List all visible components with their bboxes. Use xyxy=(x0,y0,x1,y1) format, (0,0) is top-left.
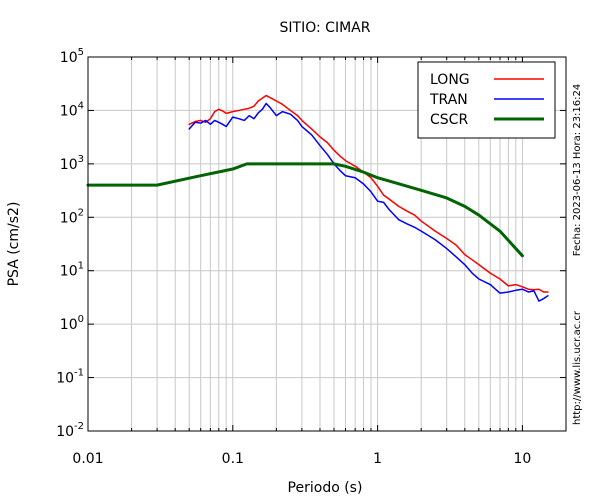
series-line-long xyxy=(188,94,549,293)
y-tick-label: 102 xyxy=(60,207,84,226)
y-tick-label: 10-1 xyxy=(56,368,84,387)
side-url-text: http://www.lis.ucr.ac.cr xyxy=(572,310,583,425)
y-tick-label: 104 xyxy=(60,100,84,119)
x-tick-label: 0.1 xyxy=(222,451,244,467)
legend-box xyxy=(417,61,556,139)
y-tick-label: 101 xyxy=(60,261,84,280)
y-tick-label: 100 xyxy=(60,314,84,333)
y-tick-label: 10-2 xyxy=(56,421,84,440)
y-tick-label: 105 xyxy=(60,47,84,66)
plot-frame xyxy=(87,56,567,432)
legend-label-cscr: CSCR xyxy=(430,112,468,128)
x-tick-label: 10 xyxy=(513,451,531,467)
legend: LONG TRAN CSCR xyxy=(417,61,556,139)
axis-ticks: 0.01 0.1 1 10 10-2 10-1 100 101 102 103 104 105 xyxy=(56,47,567,467)
chart-title: SITIO: CIMAR xyxy=(280,20,371,36)
x-tick-label: 0.01 xyxy=(72,451,103,467)
side-date-text: Fecha: 2023-06-13 Hora: 23:16:24 xyxy=(572,84,583,257)
series-line-cscr xyxy=(86,162,524,258)
x-axis-label: Periodo (s) xyxy=(288,480,363,496)
legend-label-tran: TRAN xyxy=(429,92,468,108)
y-axis-label: PSA (cm/s2) xyxy=(6,202,22,287)
series-group xyxy=(86,94,549,302)
series-line-tran xyxy=(188,102,549,302)
x-tick-label: 1 xyxy=(373,451,382,467)
y-tick-label: 103 xyxy=(60,154,84,173)
legend-label-long: LONG xyxy=(430,72,470,88)
